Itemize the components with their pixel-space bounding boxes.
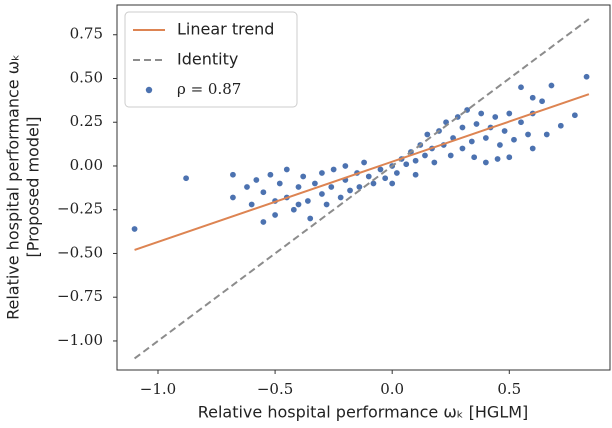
data-point [510,136,518,144]
data-point [393,169,401,177]
y-tick-label: 0.25 [70,112,103,130]
data-point [318,190,326,198]
data-point [381,174,389,182]
data-point [229,193,237,201]
data-point [470,153,478,161]
legend-box [124,11,298,108]
data-point [330,165,338,173]
data-point [529,144,537,152]
data-point [494,155,502,163]
data-point [311,179,319,187]
legend: Linear trend Identity ρ = 0.87 [124,11,298,108]
y-tick-label: −1.00 [57,331,103,349]
y-tick-label: −0.25 [57,200,103,218]
data-point [295,183,303,191]
y-tick-label: 0.75 [70,25,103,43]
data-point [318,169,326,177]
data-point [529,94,537,102]
data-point [131,225,139,233]
x-tick-label: 0.5 [497,380,521,398]
x-tick-label: −1.0 [140,380,176,398]
data-point [517,118,525,126]
data-point [468,137,476,145]
data-point [259,218,267,226]
y-axis-label: Relative hospital performance ωₖ [4,54,23,320]
data-point [477,109,485,117]
data-point [501,127,509,135]
legend-label: Identity [177,50,238,69]
y-tick-label: 0.50 [70,68,103,86]
data-point [299,172,307,180]
data-point [496,141,504,149]
data-point [290,206,298,214]
data-point [323,200,331,208]
data-point [182,174,190,182]
data-point [243,183,251,191]
data-point [458,144,466,152]
trend-line [134,93,590,251]
data-point [505,153,513,161]
data-point [473,120,481,128]
data-point [283,165,291,173]
plot-frame [116,4,611,371]
data-point [547,81,555,89]
data-point [505,109,513,117]
data-point [524,130,532,138]
data-point [538,97,546,105]
data-point [327,183,335,191]
x-axis-label: Relative hospital performance ωₖ [HGLM] [198,403,529,422]
data-point [458,123,466,131]
data-point [229,171,237,179]
data-point [252,176,260,184]
data-point [341,162,349,170]
data-point [259,188,267,196]
data-point [304,197,312,205]
data-point [423,130,431,138]
legend-marker [145,86,153,94]
data-point [369,179,377,187]
data-point [402,160,410,168]
data-point [430,158,438,166]
y-tick-label: −0.75 [57,287,103,305]
data-point [583,73,591,81]
y-axis-label: [Proposed model] [24,116,43,257]
data-point [557,122,565,130]
data-point [346,186,354,194]
data-point [543,130,551,138]
x-tick-label: −0.5 [257,380,293,398]
data-point [355,183,363,191]
data-point [337,193,345,201]
data-point [412,157,420,165]
identity-line [133,18,590,360]
data-point [306,214,314,222]
data-point [276,179,284,187]
x-tick-label: 0.0 [380,380,404,398]
data-point [421,151,429,159]
data-point [482,158,490,166]
data-point [491,113,499,121]
data-point [517,83,525,91]
data-point [248,200,256,208]
data-point [266,171,274,179]
y-tick-label: 0.00 [70,156,103,174]
y-tick-label: −0.50 [57,243,103,261]
data-point [571,111,579,119]
data-point [388,179,396,187]
data-point [447,151,455,159]
data-point [412,171,420,179]
legend-label: ρ = 0.87 [177,80,241,98]
data-point [365,172,373,180]
data-point [482,134,490,142]
data-point [360,158,368,166]
data-point [295,200,303,208]
data-point [271,211,279,219]
legend-label: Linear trend [177,20,274,39]
